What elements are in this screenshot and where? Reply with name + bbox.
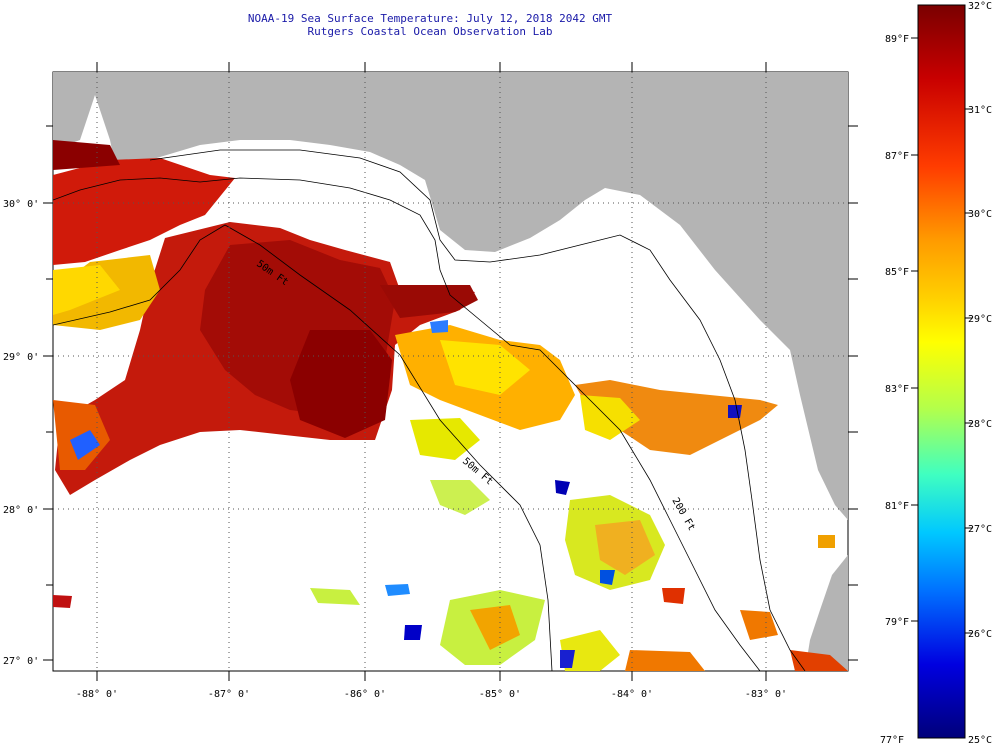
fahrenheit-label: 89°F <box>885 34 909 45</box>
lat-label: 27° 0' <box>3 656 39 667</box>
fahrenheit-label: 79°F <box>885 617 909 628</box>
celsius-label: 26°C <box>968 629 992 640</box>
color-scale-bar <box>917 4 966 739</box>
fahrenheit-label: 77°F <box>880 735 904 746</box>
lon-label: -83° 0' <box>745 689 787 700</box>
fahrenheit-label: 87°F <box>885 151 909 162</box>
lon-label: -85° 0' <box>479 689 521 700</box>
fahrenheit-label: 85°F <box>885 267 909 278</box>
lon-label: -87° 0' <box>208 689 250 700</box>
depth-contours <box>53 149 806 671</box>
map-title: NOAA-19 Sea Surface Temperature: July 12… <box>247 12 613 25</box>
frame-ticks <box>43 62 858 681</box>
lon-label: -86° 0' <box>344 689 386 700</box>
lat-label: 29° 0' <box>3 352 39 363</box>
celsius-label: 28°C <box>968 419 992 430</box>
celsius-label: 30°C <box>968 209 992 220</box>
lon-label: -84° 0' <box>611 689 653 700</box>
fahrenheit-label: 83°F <box>885 384 909 395</box>
map-subtitle: Rutgers Coastal Ocean Observation Lab <box>307 25 553 38</box>
land-northern-coast <box>53 72 848 520</box>
lat-label: 30° 0' <box>3 199 39 210</box>
celsius-label: 25°C <box>968 735 992 746</box>
celsius-label: 29°C <box>968 314 992 325</box>
fahrenheit-label: 81°F <box>885 501 909 512</box>
celsius-label: 27°C <box>968 524 992 535</box>
lat-label: 28° 0' <box>3 505 39 516</box>
lon-label: -88° 0' <box>76 689 118 700</box>
colorbar-ticks <box>911 37 972 634</box>
celsius-label: 32°C <box>968 1 992 12</box>
celsius-label: 31°C <box>968 105 992 116</box>
land-florida-south <box>805 555 848 671</box>
